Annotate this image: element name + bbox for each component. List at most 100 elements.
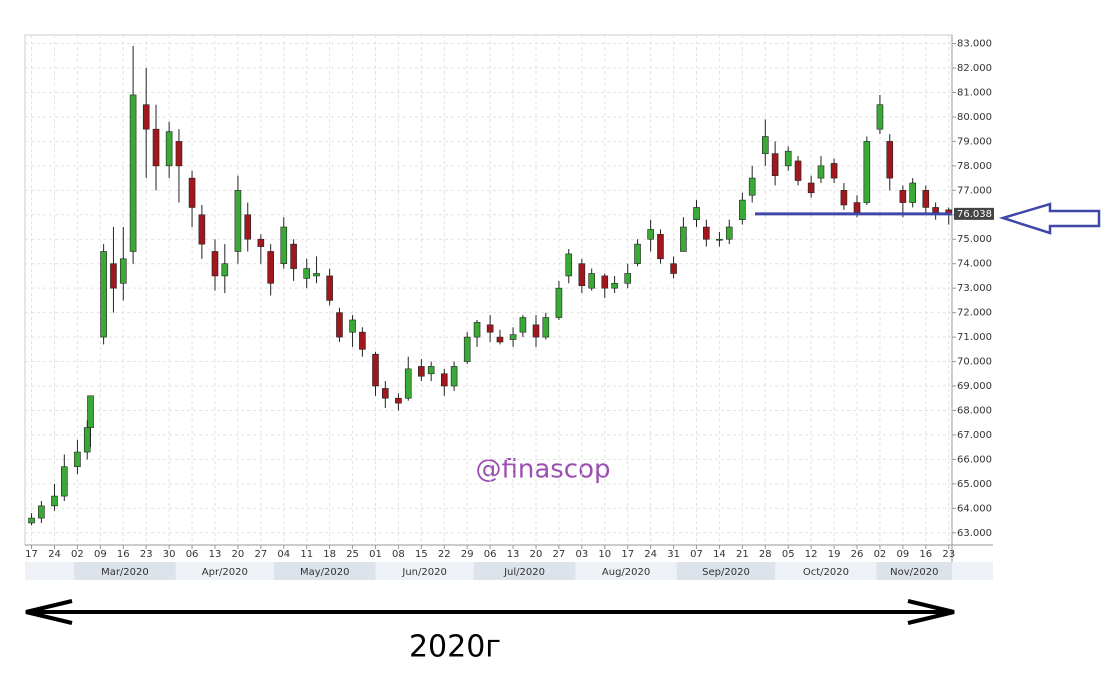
candle-body xyxy=(886,141,894,179)
candle-body xyxy=(680,226,687,252)
y-tick-label: 80.000 xyxy=(957,112,992,123)
x-tick-label: 09 xyxy=(94,549,107,560)
x-tick-label: 31 xyxy=(667,549,680,560)
x-tick-label: 23 xyxy=(942,549,955,560)
candle-body xyxy=(601,275,609,289)
candle-body xyxy=(267,251,274,284)
month-band xyxy=(876,562,952,580)
candle-body xyxy=(110,263,117,289)
y-tick-label: 67.000 xyxy=(957,430,992,441)
x-tick-label: 05 xyxy=(782,549,795,560)
candle-body xyxy=(28,517,35,524)
candle-body xyxy=(38,505,45,519)
month-band xyxy=(473,562,576,580)
x-tick-label: 28 xyxy=(759,549,772,560)
candle-body xyxy=(74,451,81,468)
candle-body xyxy=(280,226,288,265)
candle-body xyxy=(165,131,173,167)
month-label: Aug/2020 xyxy=(602,567,650,578)
candle-body xyxy=(211,251,219,277)
candle-body xyxy=(440,373,448,387)
candle-body xyxy=(87,395,94,428)
x-tick-label: 27 xyxy=(553,549,566,560)
candle-body xyxy=(359,331,366,350)
x-tick-label: 24 xyxy=(48,549,61,560)
x-tick-label: 03 xyxy=(575,549,588,560)
x-tick-label: 02 xyxy=(874,549,887,560)
x-tick-label: 24 xyxy=(644,549,657,560)
month-label: May/2020 xyxy=(300,567,350,578)
candle-body xyxy=(748,177,756,196)
candle-body xyxy=(519,317,527,333)
candle-body xyxy=(817,165,825,179)
candle-body xyxy=(290,243,297,269)
candle-body xyxy=(61,466,68,497)
x-tick-label: 30 xyxy=(163,549,176,560)
candle-body xyxy=(899,190,907,203)
candle-body xyxy=(119,258,127,284)
month-label: Jul/2020 xyxy=(503,567,545,578)
candle-body xyxy=(463,336,471,362)
candle-body xyxy=(922,190,930,208)
x-tick-label: 06 xyxy=(186,549,199,560)
candle-body xyxy=(349,319,356,333)
x-tick-label: 15 xyxy=(415,549,428,560)
y-tick-label: 69.000 xyxy=(957,381,992,392)
candle-body xyxy=(725,226,733,240)
last-price-box xyxy=(954,207,994,220)
month-label: Oct/2020 xyxy=(803,567,849,578)
candle-body xyxy=(427,366,435,375)
x-tick-label: 22 xyxy=(438,549,451,560)
x-tick-label: 16 xyxy=(117,549,130,560)
x-tick-label: 20 xyxy=(530,549,543,560)
right-arrow xyxy=(998,202,1101,235)
candle-body xyxy=(326,275,333,301)
x-tick-label: 17 xyxy=(25,549,38,560)
x-tick-label: 13 xyxy=(507,549,520,560)
y-tick-label: 81.000 xyxy=(957,87,992,98)
x-tick-label: 17 xyxy=(621,549,634,560)
candle-body xyxy=(486,324,494,333)
x-tick-label: 25 xyxy=(346,549,359,560)
month-band xyxy=(273,562,376,580)
candle-body xyxy=(771,153,779,176)
candle-body xyxy=(418,366,425,377)
timeline-arrow xyxy=(25,599,955,625)
candle-body xyxy=(382,388,389,399)
x-tick-label: 06 xyxy=(484,549,497,560)
x-tick-label: 07 xyxy=(690,549,703,560)
candle-body xyxy=(303,268,311,279)
candle-body xyxy=(51,495,58,507)
candle-body xyxy=(784,150,792,167)
x-tick-label: 11 xyxy=(300,549,313,560)
candle-body xyxy=(624,273,632,284)
candle-body xyxy=(152,128,160,167)
x-tick-label: 19 xyxy=(828,549,841,560)
candle-body xyxy=(794,160,802,181)
y-tick-label: 79.000 xyxy=(957,136,992,147)
candle-body xyxy=(221,263,229,277)
candle-body xyxy=(450,366,458,387)
x-tick-label: 09 xyxy=(896,549,909,560)
x-tick-label: 26 xyxy=(851,549,864,560)
candle-body xyxy=(761,136,769,154)
x-tick-label: 27 xyxy=(254,549,267,560)
candle-body xyxy=(807,182,815,194)
candle-body xyxy=(611,282,618,289)
y-tick-label: 66.000 xyxy=(957,454,992,465)
month-label: Apr/2020 xyxy=(202,567,248,578)
candle-body xyxy=(716,238,723,241)
candle-body xyxy=(372,353,379,387)
candle-body xyxy=(404,368,412,399)
plot-area xyxy=(24,34,953,546)
x-tick-label: 16 xyxy=(919,549,932,560)
candle-body xyxy=(909,182,916,203)
candle-body xyxy=(142,104,150,130)
y-tick-label: 82.000 xyxy=(957,63,992,74)
x-tick-label: 10 xyxy=(598,549,611,560)
candle-body xyxy=(257,238,265,247)
candle-body xyxy=(83,427,91,453)
candle-body xyxy=(234,190,242,252)
candle-body xyxy=(657,234,664,260)
